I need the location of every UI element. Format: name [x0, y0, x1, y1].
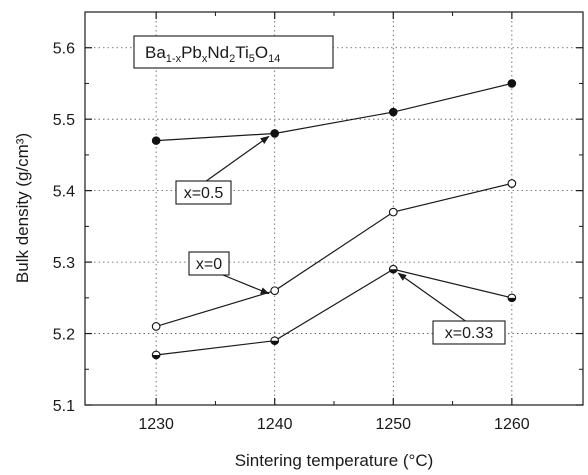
annotation-label: x=0.5: [184, 185, 224, 202]
plot-background: [85, 12, 583, 405]
formula-text: Ba1-xPbxNd2Ti5O14: [145, 43, 280, 65]
annotation-box: [188, 251, 230, 276]
data-point: [270, 286, 280, 296]
x-tick-label: 1230: [138, 416, 174, 433]
series-line: [155, 182, 512, 327]
formula-box-frame: [133, 35, 334, 69]
y-tick-label: 5.5: [53, 112, 75, 129]
annotation-arrow: [205, 135, 270, 182]
formula-part: 1-x: [166, 53, 182, 65]
annotation-3: x=0.33: [397, 272, 506, 345]
x-tick-label: 1250: [375, 416, 411, 433]
formula-part: Nd: [207, 43, 229, 62]
formula-part: Ba: [145, 43, 166, 62]
data-point: [507, 179, 517, 188]
annotation-label: x=0.33: [445, 325, 494, 342]
data-point: [507, 79, 517, 88]
x-axis-label: Sintering temperature (°C): [235, 451, 434, 470]
data-point: [270, 129, 280, 138]
annotation-1: x=0.5: [175, 135, 270, 205]
data-point: [388, 207, 398, 217]
data-point: [388, 107, 398, 117]
y-tick-label: 5.2: [53, 327, 75, 344]
formula-part: Pb: [181, 43, 202, 62]
series-1: [151, 79, 517, 145]
series-line: [156, 82, 512, 142]
formula-box: Ba1-xPbxNd2Ti5O14: [133, 35, 334, 69]
axes: 1230 1240 1250 1260 5.1 5.2 5.3 5.4 5.5 5.6: [53, 12, 583, 433]
data-point: [388, 264, 398, 274]
annotations: x=0.5 x=0 x=0.33: [175, 135, 506, 345]
y-tick-label: 5.1: [53, 398, 75, 415]
formula-part: O: [255, 43, 268, 62]
data-point: [151, 322, 161, 331]
annotation-box: [175, 180, 232, 205]
y-tick-label: 5.3: [53, 255, 75, 272]
y-tick-label: 5.4: [53, 184, 75, 201]
y-axis-label: Bulk density (g/cm³): [13, 133, 32, 283]
formula-part: 14: [268, 53, 280, 65]
annotation-arrow: [397, 272, 466, 322]
annotation-2: x=0: [188, 251, 270, 295]
annotation-box: [432, 320, 506, 345]
annotation-label: x=0: [196, 256, 222, 273]
y-tick-label: 5.6: [53, 41, 75, 58]
series-3: [151, 264, 517, 360]
series-line: [156, 268, 512, 356]
formula-part: x: [202, 53, 208, 65]
x-tick-label: 1240: [257, 416, 293, 433]
x-tick-label: 1260: [494, 416, 530, 433]
data-point: [151, 350, 161, 360]
formula-part: 2: [229, 53, 235, 65]
series-group: [151, 79, 517, 360]
series-2: [151, 179, 517, 331]
data-point: [151, 136, 161, 145]
annotation-arrow: [222, 274, 270, 295]
formula-part: 5: [249, 53, 255, 65]
formula-part: Ti: [235, 43, 249, 62]
data-point: [507, 293, 517, 303]
data-point: [270, 336, 280, 346]
